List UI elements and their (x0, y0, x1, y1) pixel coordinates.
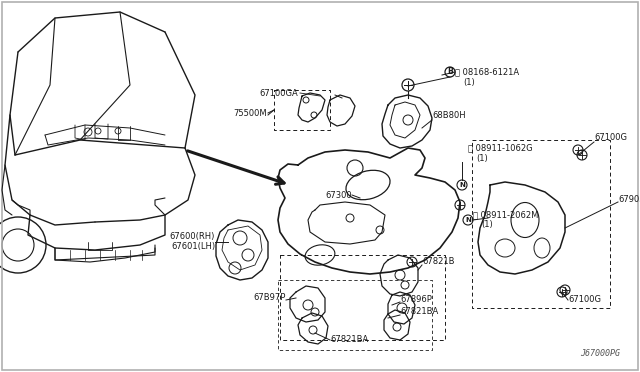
Text: 68B80H: 68B80H (432, 110, 466, 119)
Text: 67821BA: 67821BA (330, 336, 368, 344)
Text: N: N (459, 182, 465, 188)
Text: 75500M: 75500M (234, 109, 267, 118)
Text: 67100G: 67100G (594, 134, 627, 142)
Text: 67821B: 67821B (422, 257, 454, 266)
Text: B: B (447, 67, 453, 77)
Text: Ⓝ 08911-2062M: Ⓝ 08911-2062M (473, 211, 538, 219)
Text: 67905M: 67905M (618, 196, 640, 205)
Text: N: N (465, 217, 471, 223)
Text: 67300: 67300 (325, 190, 352, 199)
Text: 67100GA: 67100GA (259, 89, 298, 97)
Text: 67600(RH): 67600(RH) (170, 232, 215, 241)
Text: Ⓝ 08911-1062G: Ⓝ 08911-1062G (468, 144, 532, 153)
Text: 67B97P: 67B97P (253, 294, 286, 302)
Text: 67100G: 67100G (568, 295, 601, 305)
Text: J67000PG: J67000PG (580, 349, 620, 358)
Text: Ⓑ 08168-6121A: Ⓑ 08168-6121A (455, 67, 519, 77)
Text: 67896P: 67896P (400, 295, 432, 305)
Text: (1): (1) (463, 77, 475, 87)
Text: 67821BA: 67821BA (400, 308, 438, 317)
Text: (1): (1) (481, 221, 493, 230)
Text: (1): (1) (476, 154, 488, 163)
Text: 67601(LH): 67601(LH) (171, 241, 215, 250)
